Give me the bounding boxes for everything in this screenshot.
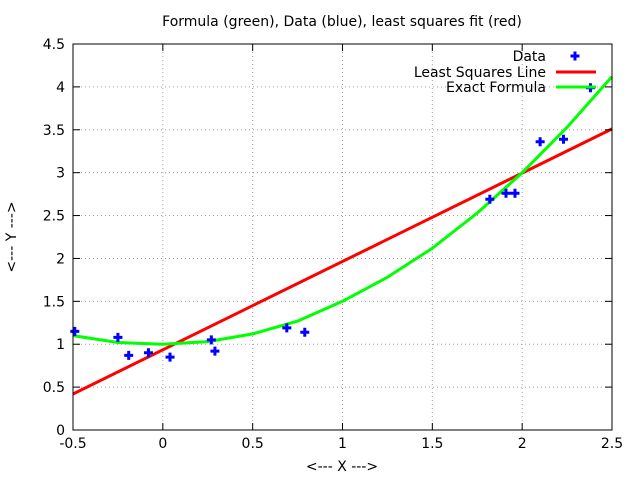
data-point [143,348,153,358]
legend-label: Exact Formula [446,80,546,96]
x-tick-label: 0 [158,436,167,452]
y-tick-label: 0 [56,423,65,439]
data-point [113,332,123,342]
data-point [501,188,511,198]
data-point [206,335,216,345]
y-tick-label: 4 [56,80,65,96]
data-point [558,134,568,144]
grid [73,44,612,430]
y-tick-label: 2 [56,251,65,267]
data-point [485,194,495,204]
y-tick-label: 3.5 [43,123,65,139]
y-axis-label: <--- Y ---> [4,201,20,272]
y-tick-label: 3 [56,166,65,182]
legend-entry: Exact Formula [446,80,596,96]
x-tick-label: 0.5 [242,436,264,452]
data-point [282,323,292,333]
y-tick-label: 4.5 [43,37,65,53]
data-point [510,188,520,198]
series-exact-formula [72,75,614,346]
x-tick-label: 2 [518,436,527,452]
x-tick-label: 1 [338,436,347,452]
legend-entry: Data [513,49,580,65]
y-tick-label: 2.5 [43,209,65,225]
y-tick-label: 1 [56,337,65,353]
y-tick-label: 1.5 [43,294,65,310]
legend-label: Least Squares Line [414,65,546,81]
legend-entry: Least Squares Line [414,65,596,81]
x-tick-label: 2.5 [601,436,623,452]
x-axis-label: <--- X ---> [306,459,378,475]
data-point [165,352,175,362]
data-point [535,137,545,147]
legend-label: Data [513,49,546,65]
legend-marker [570,51,580,61]
chart-title: Formula (green), Data (blue), least squa… [162,14,522,30]
data-point [300,327,310,337]
x-tick-label: -0.5 [59,436,86,452]
exact-formula-line [72,75,614,346]
axis-ticks: -0.5 0 0.5 1 1.5 2 2.500.511.522.533.544.5 [43,37,623,452]
data-point [124,350,134,360]
x-tick-label: 1.5 [421,436,443,452]
data-point [70,326,80,336]
data-point [210,346,220,356]
y-tick-label: 0.5 [43,380,65,396]
